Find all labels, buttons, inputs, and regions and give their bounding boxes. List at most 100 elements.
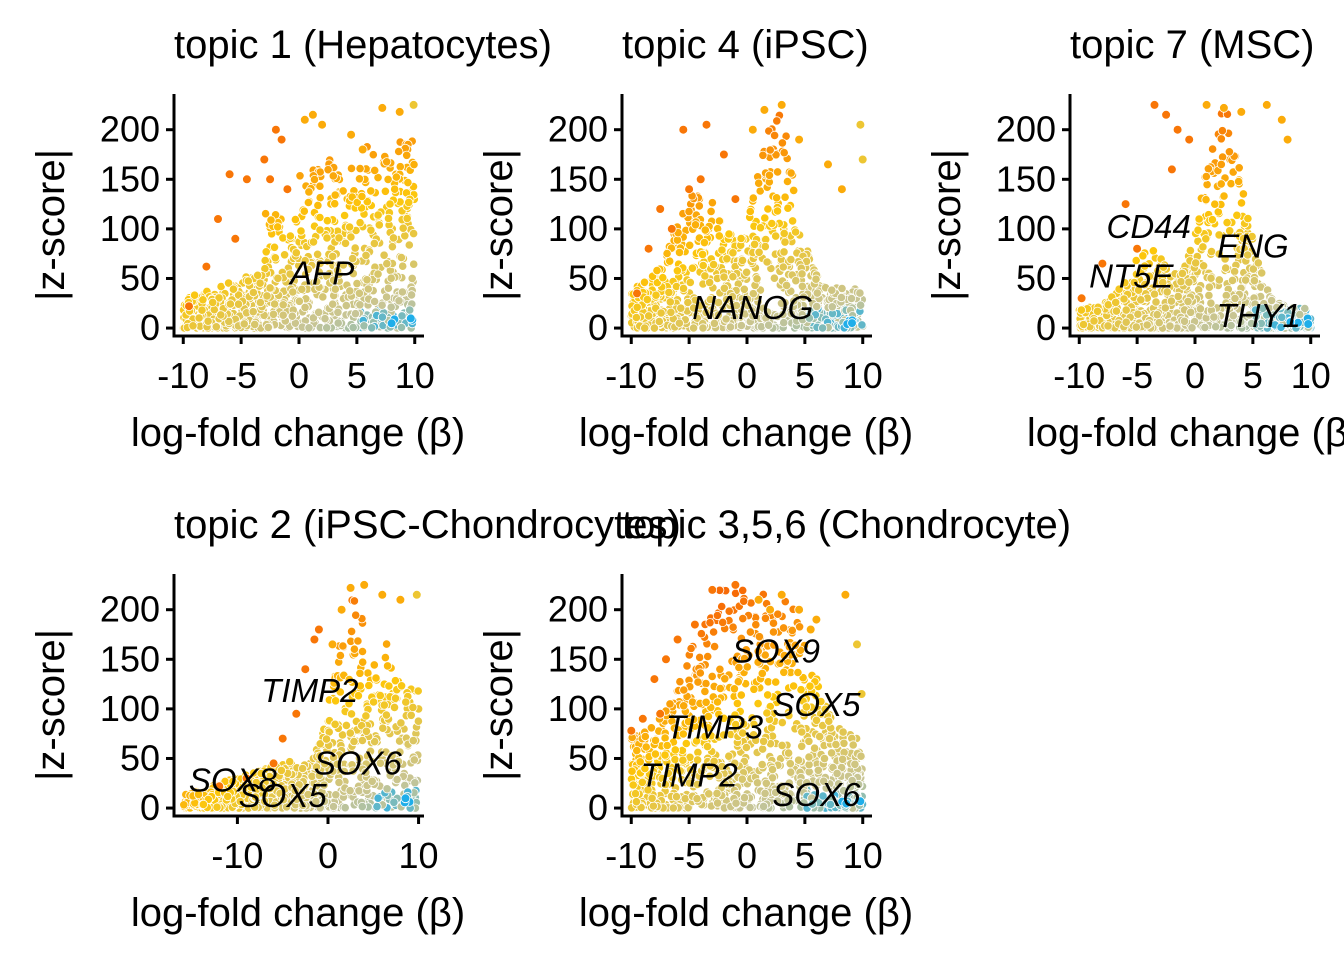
data-point	[372, 801, 382, 812]
data-point	[383, 283, 393, 293]
data-point	[404, 197, 414, 207]
data-point	[358, 657, 368, 667]
data-point	[315, 193, 325, 203]
data-point	[201, 261, 212, 272]
x-tick-label: -5	[225, 355, 257, 396]
data-point	[248, 307, 258, 317]
data-point	[707, 671, 717, 682]
data-point	[850, 759, 860, 769]
data-point	[761, 778, 771, 788]
data-point	[328, 801, 339, 812]
data-point	[373, 269, 383, 279]
x-tick-label: 10	[395, 355, 435, 396]
data-point	[776, 100, 787, 110]
gene-label: SOX6	[772, 776, 861, 813]
data-point	[725, 322, 736, 332]
data-point	[839, 738, 849, 748]
data-point	[779, 228, 789, 238]
data-point	[248, 287, 258, 298]
y-axis-label: |z-score|	[477, 629, 521, 781]
data-point	[1201, 234, 1211, 244]
data-point	[1121, 317, 1131, 327]
data-point	[739, 596, 749, 606]
data-point	[682, 661, 692, 671]
data-point	[322, 323, 332, 333]
data-point	[408, 735, 418, 746]
data-point	[370, 165, 380, 175]
data-point	[391, 172, 401, 182]
data-point	[1210, 199, 1220, 209]
data-point	[332, 265, 343, 275]
data-point	[678, 283, 689, 293]
data-point	[304, 323, 314, 333]
data-point	[793, 755, 804, 765]
data-point	[1216, 159, 1226, 169]
data-point	[728, 248, 738, 258]
data-point	[699, 238, 710, 248]
data-point	[827, 302, 837, 312]
data-point	[778, 623, 789, 633]
data-point	[773, 609, 783, 619]
data-point	[713, 297, 724, 308]
data-point	[855, 300, 866, 310]
data-point	[1234, 163, 1244, 173]
data-point	[357, 191, 367, 201]
data-point	[715, 683, 725, 694]
data-point	[783, 748, 794, 758]
data-point	[386, 273, 396, 283]
data-point	[373, 210, 383, 220]
data-point	[354, 786, 364, 796]
data-point	[1227, 275, 1238, 285]
data-point	[269, 242, 280, 252]
data-point	[817, 323, 828, 333]
panel-title: topic 3,5,6 (Chondrocyte)	[622, 503, 1071, 547]
y-tick-label: 50	[120, 257, 160, 298]
data-point	[396, 322, 407, 333]
data-point	[354, 288, 364, 298]
data-point	[407, 273, 417, 283]
data-point	[312, 276, 322, 287]
data-point	[695, 652, 705, 663]
data-point	[364, 680, 374, 691]
data-point	[1204, 282, 1215, 292]
data-point	[386, 318, 397, 329]
data-point	[312, 249, 323, 259]
data-point	[352, 197, 362, 207]
data-point	[333, 307, 343, 317]
data-point	[809, 743, 820, 753]
data-point	[340, 803, 350, 813]
data-point	[408, 229, 419, 239]
data-point	[1206, 273, 1216, 283]
data-point	[649, 323, 660, 333]
data-point	[330, 284, 340, 294]
data-point	[741, 267, 752, 277]
data-point	[705, 294, 715, 305]
data-point	[637, 713, 648, 724]
data-point	[694, 201, 704, 211]
x-tick-label: 10	[1291, 355, 1331, 396]
data-point	[714, 231, 724, 241]
x-tick-label: 0	[737, 835, 757, 876]
x-axis-label: log-fold change (β)	[1027, 411, 1344, 455]
data-point	[678, 124, 689, 135]
gene-label: NT5E	[1089, 257, 1174, 294]
data-point	[1216, 179, 1226, 189]
data-point	[290, 215, 300, 225]
data-point	[279, 250, 290, 260]
data-point	[317, 119, 327, 130]
data-point	[777, 740, 787, 751]
data-point	[641, 742, 651, 752]
data-point	[381, 292, 392, 302]
panel-title: topic 4 (iPSC)	[622, 23, 869, 67]
data-point	[644, 311, 654, 321]
data-point	[1089, 316, 1099, 326]
data-point	[679, 685, 689, 695]
data-point	[390, 693, 401, 703]
data-point	[701, 307, 711, 318]
data-point	[208, 297, 218, 307]
data-point	[779, 247, 789, 257]
data-point	[266, 215, 276, 225]
y-axis-label: |z-score|	[29, 149, 73, 301]
data-point	[1133, 309, 1143, 319]
